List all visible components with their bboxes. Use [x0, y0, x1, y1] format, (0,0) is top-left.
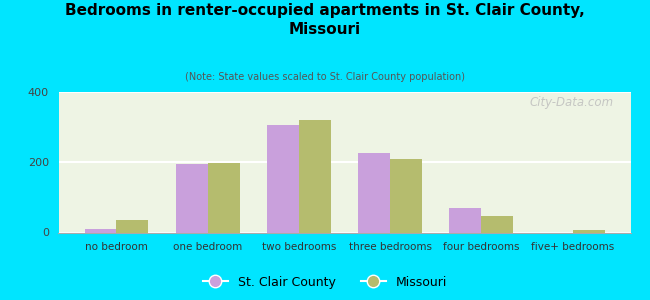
- Legend: St. Clair County, Missouri: St. Clair County, Missouri: [198, 271, 452, 294]
- Bar: [207, 163, 240, 232]
- Bar: [299, 120, 331, 232]
- Bar: [449, 208, 482, 232]
- Bar: [482, 216, 514, 232]
- Bar: [573, 230, 604, 232]
- Bar: [116, 220, 148, 232]
- Bar: [84, 229, 116, 232]
- Bar: [267, 125, 299, 232]
- Bar: [390, 159, 422, 232]
- Text: (Note: State values scaled to St. Clair County population): (Note: State values scaled to St. Clair …: [185, 72, 465, 82]
- Bar: [358, 153, 390, 232]
- Bar: [176, 164, 207, 232]
- Text: Bedrooms in renter-occupied apartments in St. Clair County,
Missouri: Bedrooms in renter-occupied apartments i…: [65, 3, 585, 37]
- Text: City-Data.com: City-Data.com: [529, 96, 614, 109]
